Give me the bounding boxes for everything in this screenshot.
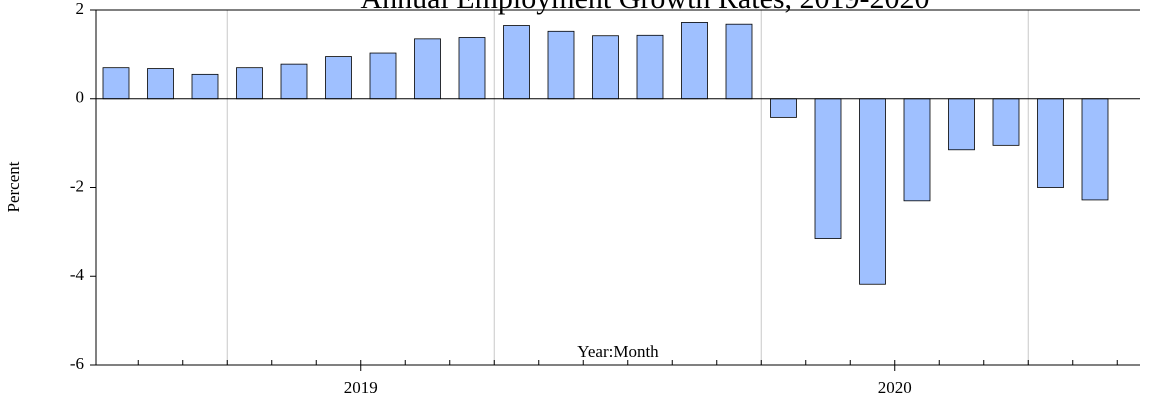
bar (992, 98, 1020, 146)
bar (592, 35, 619, 100)
y-tick-label: 0 (76, 88, 85, 107)
bar (1037, 98, 1064, 188)
x-tick-label: 2019 (344, 378, 378, 397)
bar (681, 22, 708, 100)
bar (458, 37, 486, 100)
bar (414, 38, 441, 100)
bar (903, 98, 931, 202)
bar (948, 98, 975, 151)
y-tick-label: 2 (76, 0, 85, 18)
y-tick-label: -4 (70, 265, 85, 284)
bar (369, 52, 397, 100)
bar (725, 23, 753, 100)
bar (147, 68, 174, 100)
bar (280, 63, 308, 100)
bar (102, 67, 130, 100)
y-tick-label: -2 (70, 176, 84, 195)
x-tick-label: 2020 (878, 378, 912, 397)
bar (325, 56, 352, 100)
y-axis-label: Percent (4, 161, 23, 212)
bar (636, 34, 664, 100)
bar (1081, 98, 1109, 201)
bar (814, 98, 842, 239)
bar (503, 25, 530, 100)
bar (191, 73, 219, 100)
bar (770, 98, 797, 118)
x-axis-label: Year:Month (577, 342, 659, 361)
bar (547, 30, 575, 100)
chart-title: Annual Employment Growth Rates, 2019-202… (360, 0, 929, 15)
bar (859, 98, 886, 285)
bar (236, 67, 263, 100)
y-tick-label: -6 (70, 354, 84, 373)
